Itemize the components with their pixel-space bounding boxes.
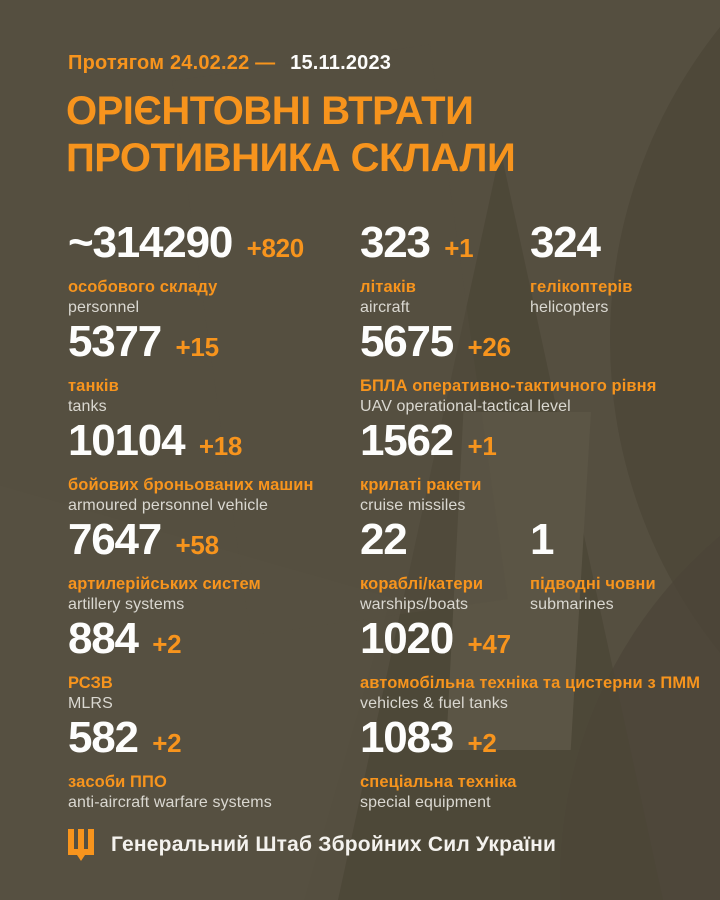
stat-delta: +15 xyxy=(175,332,220,362)
footer: Генеральний Штаб Збройних Сил України xyxy=(68,829,556,861)
stat-label-ua: гелікоптерів xyxy=(530,278,633,296)
stat-label-ua: літаків xyxy=(360,278,417,296)
stat-value: 1083 xyxy=(360,713,454,762)
stat-label-en: armoured personnel vehicle xyxy=(68,497,269,514)
stat-label-ua: БПЛА оперативно-тактичного рівня xyxy=(360,377,657,395)
stat-value: 22 xyxy=(360,515,408,564)
stat-label-ua: кораблі/катери xyxy=(360,575,484,593)
stat-anti-aircraft: 582 +2 засоби ППО anti-aircraft warfare … xyxy=(68,716,360,815)
stat-cruise-missiles: 1562 +1 крилаті ракети cruise missiles xyxy=(360,419,715,518)
stat-delta: +1 xyxy=(467,431,497,461)
stat-label-ua: танків xyxy=(68,377,119,395)
stats-column-left: ~314290 +820 особового складу personnel … xyxy=(68,221,360,815)
stat-value: 5675 xyxy=(360,317,454,366)
stat-tanks: 5377 +15 танків tanks xyxy=(68,320,360,419)
stat-label-ua: підводні човни xyxy=(530,575,656,593)
stat-label-ua: засоби ППО xyxy=(68,773,167,791)
stat-mlrs: 884 +2 РСЗВ MLRS xyxy=(68,617,360,716)
stat-uav: 5675 +26 БПЛА оперативно-тактичного рівн… xyxy=(360,320,715,419)
stat-label-en: tanks xyxy=(68,398,107,415)
stat-personnel: ~314290 +820 особового складу personnel xyxy=(68,221,360,320)
report-period: Протягом 24.02.22 — 15.11.2023 xyxy=(68,52,391,75)
stat-label-en: helicopters xyxy=(530,299,609,316)
stat-delta: +47 xyxy=(467,629,512,659)
period-label: Протягом 24.02.22 — xyxy=(68,52,276,74)
page-title: ОРІЄНТОВНІ ВТРАТИ ПРОТИВНИКА СКЛАЛИ xyxy=(66,88,516,182)
stat-aircraft: 323 +1 літаків aircraft xyxy=(360,221,530,320)
stat-delta: +58 xyxy=(175,530,220,560)
stat-delta: +18 xyxy=(198,431,243,461)
stat-armoured-vehicles: 10104 +18 бойових броньованих машин armo… xyxy=(68,419,360,518)
stat-label-en: warships/boats xyxy=(360,596,469,613)
stat-special-equipment: 1083 +2 спеціальна техніка special equip… xyxy=(360,716,715,815)
stats-row-naval: 22 кораблі/катери warships/boats 1 підво… xyxy=(360,518,715,617)
stat-label-ua: РСЗВ xyxy=(68,674,113,692)
stat-label-en: vehicles & fuel tanks xyxy=(360,695,508,712)
stat-value: 5377 xyxy=(68,317,162,366)
stat-helicopters: 324 гелікоптерів helicopters xyxy=(530,221,700,320)
stat-delta: +820 xyxy=(246,233,305,263)
trident-icon xyxy=(68,829,94,861)
stat-value: 7647 xyxy=(68,515,162,564)
stat-label-ua: автомобільна техніка та цистерни з ПММ xyxy=(360,674,701,692)
report-date: 15.11.2023 xyxy=(290,52,392,74)
page-title-line2: ПРОТИВНИКА СКЛАЛИ xyxy=(66,136,516,180)
stat-label-en: aircraft xyxy=(360,299,410,316)
stat-value: 324 xyxy=(530,218,601,267)
stat-delta: +2 xyxy=(152,728,182,758)
stat-vehicles-fuel-tanks: 1020 +47 автомобільна техніка та цистерн… xyxy=(360,617,715,716)
stat-value: 1562 xyxy=(360,416,454,465)
stat-label-en: submarines xyxy=(530,596,614,613)
stat-label-en: special equipment xyxy=(360,794,491,811)
stat-delta: +1 xyxy=(444,233,474,263)
stat-label-ua: бойових броньованих машин xyxy=(68,476,314,494)
stats-column-right: 323 +1 літаків aircraft 324 гелікоптерів… xyxy=(360,221,715,815)
stat-delta: +2 xyxy=(152,629,182,659)
stat-label-ua: спеціальна техніка xyxy=(360,773,517,791)
stat-submarines: 1 підводні човни submarines xyxy=(530,518,700,617)
stat-label-ua: особового складу xyxy=(68,278,218,296)
stat-label-en: personnel xyxy=(68,299,140,316)
stat-label-en: MLRS xyxy=(68,695,113,712)
stat-artillery: 7647 +58 артилерійських систем artillery… xyxy=(68,518,360,617)
stat-value: 1 xyxy=(530,515,554,564)
stat-label-en: anti-aircraft warfare systems xyxy=(68,794,272,811)
stat-label-ua: крилаті ракети xyxy=(360,476,482,494)
footer-text: Генеральний Штаб Збройних Сил України xyxy=(111,833,557,856)
stat-value: 10104 xyxy=(68,416,186,465)
page-title-line1: ОРІЄНТОВНІ ВТРАТИ xyxy=(66,89,474,133)
stat-value: 582 xyxy=(68,713,139,762)
stat-label-ua: артилерійських систем xyxy=(68,575,261,593)
stat-label-en: artillery systems xyxy=(68,596,185,613)
stat-delta: +26 xyxy=(467,332,512,362)
stats-row-air: 323 +1 літаків aircraft 324 гелікоптерів… xyxy=(360,221,715,320)
stat-value: 884 xyxy=(68,614,139,663)
stat-label-en: cruise missiles xyxy=(360,497,466,514)
stat-delta: +2 xyxy=(467,728,497,758)
stat-value: ~314290 xyxy=(68,218,233,267)
stat-value: 323 xyxy=(360,218,431,267)
stat-warships: 22 кораблі/катери warships/boats xyxy=(360,518,530,617)
stat-label-en: UAV operational-tactical level xyxy=(360,398,571,415)
stat-value: 1020 xyxy=(360,614,454,663)
